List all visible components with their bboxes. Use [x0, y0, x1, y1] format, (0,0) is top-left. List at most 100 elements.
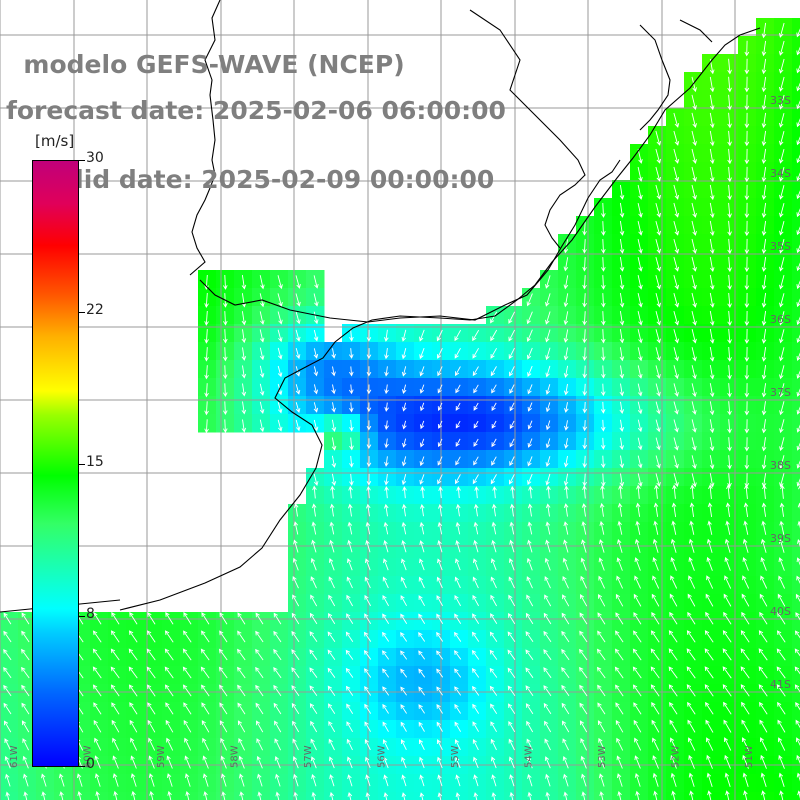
wind-arrow	[637, 221, 643, 236]
wind-arrow	[309, 685, 318, 697]
colorbar	[32, 160, 79, 767]
longitude-label: 59W	[156, 745, 167, 768]
wind-arrow	[291, 667, 300, 679]
wind-arrow	[709, 130, 715, 147]
wind-arrow	[490, 594, 497, 607]
wind-arrow	[455, 474, 461, 485]
wind-arrow	[600, 455, 606, 469]
wind-arrow	[219, 720, 228, 733]
wind-arrow	[761, 112, 767, 129]
wind-arrow	[41, 791, 46, 800]
wind-arrow	[760, 754, 767, 769]
wind-arrow	[147, 719, 156, 733]
wind-arrow	[293, 503, 299, 517]
wind-arrow	[331, 348, 336, 359]
wind-arrow	[400, 704, 407, 714]
wind-arrow	[652, 575, 660, 589]
wind-arrow	[727, 76, 732, 93]
wind-arrow	[456, 486, 461, 499]
wind-arrow	[128, 648, 138, 661]
wind-arrow	[365, 521, 371, 535]
wind-arrow	[619, 275, 625, 290]
wind-arrow	[582, 401, 588, 414]
wind-arrow	[633, 593, 642, 607]
wind-arrow	[489, 649, 498, 660]
field-cell	[180, 792, 199, 800]
latitude-label: 39S	[770, 532, 791, 545]
wind-arrow	[673, 220, 680, 236]
wind-arrow	[616, 773, 623, 787]
wind-arrow	[634, 575, 642, 589]
wind-arrow	[637, 347, 643, 362]
field-cell	[792, 540, 800, 559]
wind-arrow	[401, 539, 407, 553]
wind-arrow	[727, 256, 732, 273]
wind-arrow	[113, 790, 118, 800]
wind-arrow	[655, 365, 661, 380]
longitude-label: 53W	[597, 745, 608, 768]
wind-arrow	[277, 311, 283, 325]
wind-arrow	[93, 702, 102, 715]
wind-arrow	[183, 612, 192, 625]
wind-arrow	[673, 419, 679, 433]
wind-arrow	[21, 702, 30, 715]
wind-arrow	[438, 486, 443, 499]
wind-arrow	[758, 630, 768, 643]
wind-arrow	[762, 484, 767, 499]
wind-arrow	[601, 365, 606, 379]
wind-arrow	[346, 558, 353, 571]
wind-arrow	[761, 130, 767, 147]
wind-arrow	[582, 329, 587, 344]
wind-arrow	[220, 773, 227, 787]
wind-arrow	[562, 557, 569, 571]
wind-arrow	[669, 719, 678, 733]
wind-arrow	[691, 130, 697, 147]
wind-arrow	[401, 366, 407, 377]
wind-arrow	[525, 685, 534, 697]
wind-arrow	[599, 539, 605, 553]
wind-arrow	[328, 720, 336, 733]
wind-arrow	[600, 419, 606, 432]
wind-arrow	[579, 648, 588, 661]
colorbar-tick-mark	[79, 766, 85, 767]
wind-arrow	[292, 557, 299, 571]
wind-arrow	[727, 383, 732, 398]
wind-arrow	[691, 328, 697, 344]
latitude-label: 35S	[770, 240, 791, 253]
wind-arrow	[327, 685, 336, 696]
wind-arrow	[686, 666, 696, 679]
wind-arrow	[691, 94, 697, 111]
wind-arrow	[21, 684, 30, 697]
wind-arrow	[402, 438, 407, 448]
wind-arrow	[454, 650, 462, 660]
field-cell	[792, 558, 800, 577]
wind-arrow	[349, 329, 354, 342]
field-cell	[594, 792, 613, 800]
wind-arrow	[346, 594, 353, 607]
wind-arrow	[637, 437, 643, 451]
wind-arrow	[256, 720, 264, 733]
wind-arrow	[563, 275, 569, 290]
wind-arrow	[346, 738, 353, 751]
wind-arrow	[723, 737, 732, 751]
wind-arrow	[128, 630, 138, 643]
wind-arrow	[563, 293, 569, 308]
wind-arrow	[166, 755, 173, 769]
wind-arrow	[691, 148, 697, 165]
wind-arrow	[709, 292, 715, 308]
wind-arrow	[328, 613, 336, 625]
wind-arrow	[437, 503, 443, 517]
wind-arrow	[291, 630, 300, 643]
wind-arrow	[740, 666, 750, 679]
wind-arrow	[167, 790, 172, 800]
wind-arrow	[491, 503, 497, 517]
wind-arrow	[401, 792, 407, 800]
wind-arrow	[311, 539, 317, 553]
wind-arrow	[58, 773, 65, 787]
wind-arrow	[223, 311, 228, 326]
wind-arrow	[3, 648, 12, 661]
wind-arrow	[597, 612, 606, 625]
wind-arrow	[437, 366, 443, 377]
wind-arrow	[204, 292, 209, 308]
